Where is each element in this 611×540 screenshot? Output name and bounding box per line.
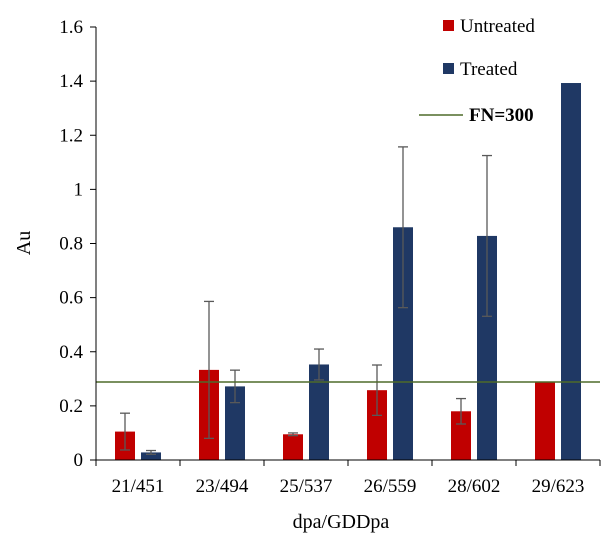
x-axis-ticks: 21/451 23/494 25/537 26/559 28/602 29/623 xyxy=(95,460,601,497)
x-axis-title: dpa/GDDpa xyxy=(293,511,390,533)
bar-treated xyxy=(309,364,329,460)
legend: Untreated Treated FN=300 xyxy=(419,16,535,126)
y-axis-title: Au xyxy=(13,231,35,255)
y-tick-label: 0.4 xyxy=(59,342,83,363)
x-tick-label: 25/537 xyxy=(280,476,333,497)
y-tick-label: 1.4 xyxy=(59,71,83,92)
bar-treated xyxy=(477,235,497,460)
bar-treated xyxy=(225,386,245,460)
y-tick-label: 0.6 xyxy=(59,288,83,309)
legend-swatch-treated xyxy=(443,63,454,74)
y-tick-label: 0.8 xyxy=(59,234,83,255)
bars xyxy=(115,83,581,460)
y-tick-label: 0.2 xyxy=(59,396,83,417)
x-tick-label: 26/559 xyxy=(364,476,417,497)
x-tick-label: 21/451 xyxy=(112,476,165,497)
y-tick-label: 1.2 xyxy=(59,125,83,146)
legend-label-untreated: Untreated xyxy=(460,16,535,37)
y-tick-label: 1.6 xyxy=(59,17,83,38)
x-tick-label: 28/602 xyxy=(448,476,501,497)
legend-label-treated: Treated xyxy=(460,59,518,80)
y-axis-ticks: 0 0.2 0.4 0.6 0.8 1 1.2 1.4 1.6 xyxy=(59,17,96,471)
legend-swatch-untreated xyxy=(443,20,454,31)
y-tick-label: 0 xyxy=(74,450,84,471)
bar-untreated xyxy=(283,434,303,460)
error-bars xyxy=(120,146,492,455)
legend-label-reference: FN=300 xyxy=(469,105,534,126)
bar-treated xyxy=(561,83,581,460)
y-tick-label: 1 xyxy=(74,179,84,200)
bar-untreated xyxy=(367,390,387,460)
x-tick-label: 23/494 xyxy=(196,476,249,497)
bar-treated xyxy=(393,227,413,460)
x-tick-label: 29/623 xyxy=(532,476,585,497)
bar-treated xyxy=(141,452,161,460)
bar-untreated xyxy=(535,381,555,460)
